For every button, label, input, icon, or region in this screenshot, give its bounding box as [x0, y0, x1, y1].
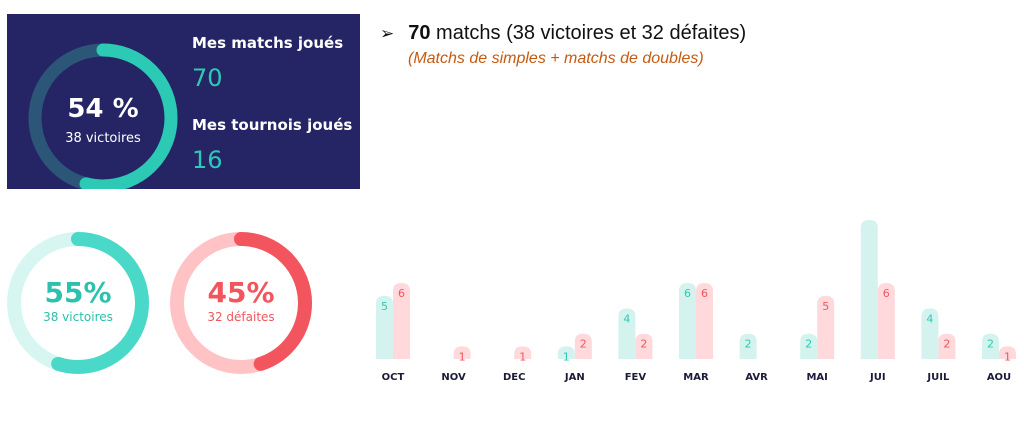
bar-wins-avr: [739, 333, 757, 359]
losses-donut-arc: [170, 232, 312, 374]
month-tick-label: AOU: [987, 372, 1011, 383]
bar-wins-mai: [800, 333, 818, 359]
matches-played-value: 70: [192, 64, 223, 92]
month-tick-label: NOV: [441, 372, 466, 383]
tournaments-played-label: Mes tournois joués: [192, 116, 353, 134]
losses-count: 32 défaites: [207, 310, 275, 324]
bar-value-label: 1: [563, 350, 570, 363]
bar-value-label: 5: [822, 300, 829, 313]
bar-value-label: 1: [1004, 350, 1011, 363]
summary-card: 54 % 38 victoires Mes matchs joués 70 Me…: [7, 14, 360, 189]
bar-value-label: 4: [926, 312, 933, 325]
bar-wins-aou: [982, 333, 999, 359]
bar-losses-jan: [574, 333, 592, 359]
win-count-label: 38 victoires: [65, 131, 141, 146]
matches-played-label: Mes matchs joués: [192, 34, 344, 52]
bar-wins-jan: [557, 346, 575, 359]
bar-value-label: 2: [987, 338, 994, 351]
bar-wins-oct: [376, 295, 393, 359]
bar-value-label: 6: [398, 287, 405, 300]
bar-value-label: 6: [701, 287, 708, 300]
bar-value-label: 2: [943, 338, 950, 351]
month-tick-label: AVR: [745, 372, 768, 383]
wins-donut-arc: [7, 232, 149, 374]
headline-text: matchs (38 victoires et 32 défaites): [430, 22, 747, 44]
bar-value-label: 1: [519, 350, 526, 363]
headline-count: 70: [408, 22, 431, 44]
bullet-arrow-icon: ➢: [380, 24, 395, 43]
bar-losses-aou: [999, 346, 1016, 359]
wins-count: 38 victoires: [43, 310, 113, 324]
month-tick-label: FEV: [625, 372, 647, 383]
bar-losses-juil: [938, 333, 956, 359]
headline-subtitle: (Matchs de simples + matchs de doubles): [408, 50, 704, 67]
wins-percent: 55%: [44, 276, 112, 309]
losses-percent: 45%: [207, 276, 275, 309]
bar-value-label: 1: [459, 350, 466, 363]
bar-losses-jui: [877, 283, 895, 359]
month-tick-label: MAI: [806, 372, 827, 383]
bar-losses-dec: [514, 346, 532, 359]
bar-losses-oct: [393, 283, 410, 359]
month-tick-label: JUI: [869, 372, 886, 383]
losses-donut: 45% 32 défaites: [166, 228, 316, 378]
win-rate-ring: [28, 43, 178, 189]
month-tick-label: JUIL: [926, 372, 950, 383]
bar-losses-nov: [453, 346, 471, 359]
month-tick-label: MAR: [683, 372, 709, 383]
month-tick-label: OCT: [382, 372, 405, 383]
month-tick-label: JAN: [564, 372, 585, 383]
bar-value-label: 4: [623, 312, 630, 325]
bar-value-label: 2: [745, 338, 752, 351]
win-rate-ring-progress: [28, 43, 178, 189]
bar-value-label: 2: [580, 338, 587, 351]
bar-value-label: 6: [883, 287, 890, 300]
bar-value-label: 5: [381, 300, 388, 313]
bar-wins-fev: [618, 308, 636, 359]
tournaments-played-value: 16: [192, 146, 223, 174]
headline: ➢ 70 matchs (38 victoires et 32 défaites): [380, 22, 746, 45]
bar-value-label: 2: [805, 338, 812, 351]
bar-wins-juil: [921, 308, 939, 359]
bar-wins-jui: [860, 220, 878, 359]
win-rate-percent: 54 %: [67, 94, 139, 124]
bar-value-label: 2: [640, 338, 647, 351]
wins-donut: 55% 38 victoires: [3, 228, 153, 378]
bar-wins-mar: [679, 283, 696, 359]
month-tick-label: DEC: [503, 372, 525, 383]
bar-losses-fev: [635, 333, 653, 359]
bar-losses-mai: [817, 295, 835, 359]
bar-losses-mar: [696, 283, 713, 359]
bar-value-label: 6: [684, 287, 691, 300]
